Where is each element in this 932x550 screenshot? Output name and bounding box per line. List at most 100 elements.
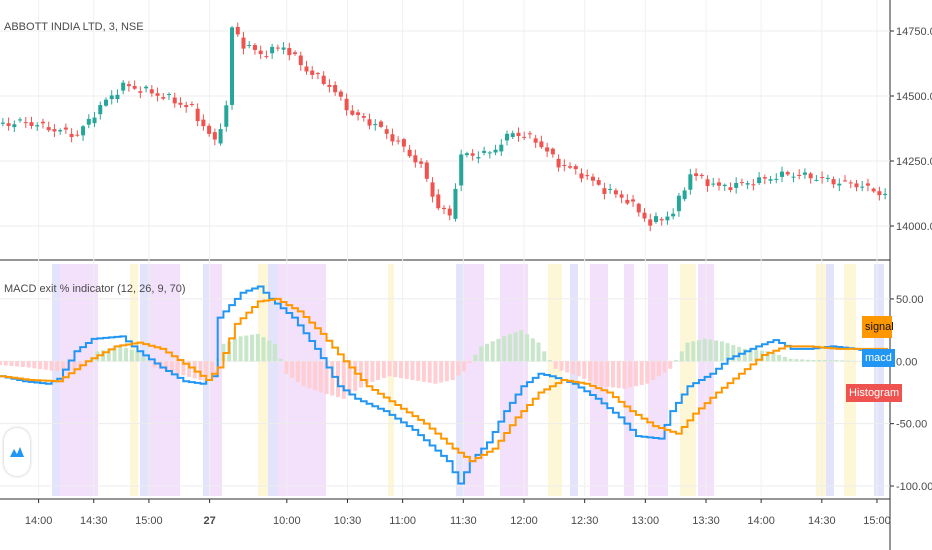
histogram-bar[interactable] <box>301 361 306 387</box>
candle-body[interactable] <box>63 127 68 130</box>
histogram-bar[interactable] <box>129 349 134 362</box>
histogram-bar[interactable] <box>261 337 266 362</box>
histogram-bar[interactable] <box>788 358 793 362</box>
candle-body[interactable] <box>264 56 269 58</box>
histogram-bar[interactable] <box>118 346 123 362</box>
histogram-bar[interactable] <box>754 350 759 362</box>
histogram-bar[interactable] <box>0 361 3 366</box>
histogram-bar[interactable] <box>731 345 736 362</box>
candle-body[interactable] <box>58 130 63 132</box>
histogram-bar[interactable] <box>616 361 621 389</box>
histogram-bar[interactable] <box>748 349 753 362</box>
histogram-bar[interactable] <box>822 360 827 362</box>
candle-body[interactable] <box>814 179 819 181</box>
candle-body[interactable] <box>797 174 802 176</box>
candle-body[interactable] <box>121 82 126 91</box>
candle-body[interactable] <box>762 177 767 179</box>
candle-body[interactable] <box>527 133 532 135</box>
histogram-bar[interactable] <box>3 361 8 366</box>
candle-body[interactable] <box>419 161 424 164</box>
candle-body[interactable] <box>441 207 447 210</box>
histogram-bar[interactable] <box>645 361 650 384</box>
candle-body[interactable] <box>865 183 870 186</box>
candle-body[interactable] <box>837 183 842 186</box>
histogram-bar[interactable] <box>742 348 747 362</box>
histogram-bar[interactable] <box>840 360 845 362</box>
histogram-bar[interactable] <box>26 361 31 368</box>
histogram-bar[interactable] <box>313 361 318 391</box>
histogram-bar[interactable] <box>181 361 186 376</box>
histogram-bar[interactable] <box>450 361 455 380</box>
candle-body[interactable] <box>396 140 401 142</box>
candle-body[interactable] <box>367 119 372 126</box>
candle-body[interactable] <box>487 152 492 154</box>
candle-body[interactable] <box>361 115 366 118</box>
candle-body[interactable] <box>665 216 670 221</box>
candle-body[interactable] <box>35 125 40 127</box>
candle-body[interactable] <box>831 179 836 185</box>
histogram-bar[interactable] <box>479 346 484 362</box>
candle-body[interactable] <box>728 187 733 191</box>
candle-body[interactable] <box>802 172 807 175</box>
histogram-bar[interactable] <box>651 361 656 380</box>
histogram-bar[interactable] <box>639 361 644 385</box>
histogram-bar[interactable] <box>633 361 638 387</box>
macd-signal-lines[interactable] <box>0 285 889 485</box>
histogram-bar[interactable] <box>164 361 169 371</box>
candle-body[interactable] <box>774 178 779 180</box>
histogram-bar[interactable] <box>513 332 518 362</box>
histogram-bar[interactable] <box>845 360 850 362</box>
histogram-bar[interactable] <box>725 343 730 362</box>
histogram-bar[interactable] <box>124 347 129 362</box>
candle-body[interactable] <box>705 179 710 187</box>
candle-body[interactable] <box>338 91 343 97</box>
candle-body[interactable] <box>207 125 212 134</box>
candle-body[interactable] <box>155 93 160 96</box>
candle-body[interactable] <box>522 136 527 138</box>
candle-body[interactable] <box>18 119 23 121</box>
histogram-bar[interactable] <box>204 361 209 377</box>
candle-body[interactable] <box>631 199 636 202</box>
candle-body[interactable] <box>109 95 114 100</box>
candle-body[interactable] <box>333 84 338 93</box>
candle-body[interactable] <box>52 129 57 132</box>
histogram-bar[interactable] <box>467 361 472 363</box>
histogram-bar[interactable] <box>679 351 684 362</box>
histogram-bar[interactable] <box>593 361 598 384</box>
histogram-bar[interactable] <box>198 361 203 380</box>
histogram-bar[interactable] <box>295 361 300 383</box>
histogram-bar[interactable] <box>72 361 77 370</box>
histogram-bar[interactable] <box>565 361 570 373</box>
candle-body[interactable] <box>69 133 74 138</box>
candle-body[interactable] <box>871 188 876 192</box>
histogram-bar[interactable] <box>187 361 192 377</box>
histogram-bar[interactable] <box>656 361 661 377</box>
histogram-bar[interactable] <box>817 360 822 362</box>
candlestick-series[interactable] <box>0 22 888 232</box>
candle-body[interactable] <box>132 86 137 89</box>
candle-body[interactable] <box>413 155 418 163</box>
histogram-bar[interactable] <box>146 361 151 363</box>
candle-body[interactable] <box>149 89 154 94</box>
histogram-bar[interactable] <box>49 361 54 371</box>
candle-body[interactable] <box>688 174 693 190</box>
candle-body[interactable] <box>12 124 17 128</box>
histogram-bar[interactable] <box>307 361 312 389</box>
histogram-bar[interactable] <box>238 336 243 362</box>
candle-body[interactable] <box>671 213 676 217</box>
candle-body[interactable] <box>103 99 108 106</box>
candle-body[interactable] <box>287 48 292 56</box>
histogram-bar[interactable] <box>691 341 696 362</box>
histogram-bar[interactable] <box>399 361 404 379</box>
histogram-bar[interactable] <box>782 356 787 362</box>
histogram-bar[interactable] <box>559 361 564 371</box>
histogram-bar[interactable] <box>416 361 421 381</box>
histogram-bar[interactable] <box>112 347 117 362</box>
histogram-bar[interactable] <box>404 361 409 380</box>
candle-body[interactable] <box>224 105 229 127</box>
histogram-bar[interactable] <box>353 361 358 392</box>
histogram-bar[interactable] <box>9 361 14 367</box>
histogram-bar[interactable] <box>834 360 839 362</box>
candle-body[interactable] <box>562 165 567 167</box>
